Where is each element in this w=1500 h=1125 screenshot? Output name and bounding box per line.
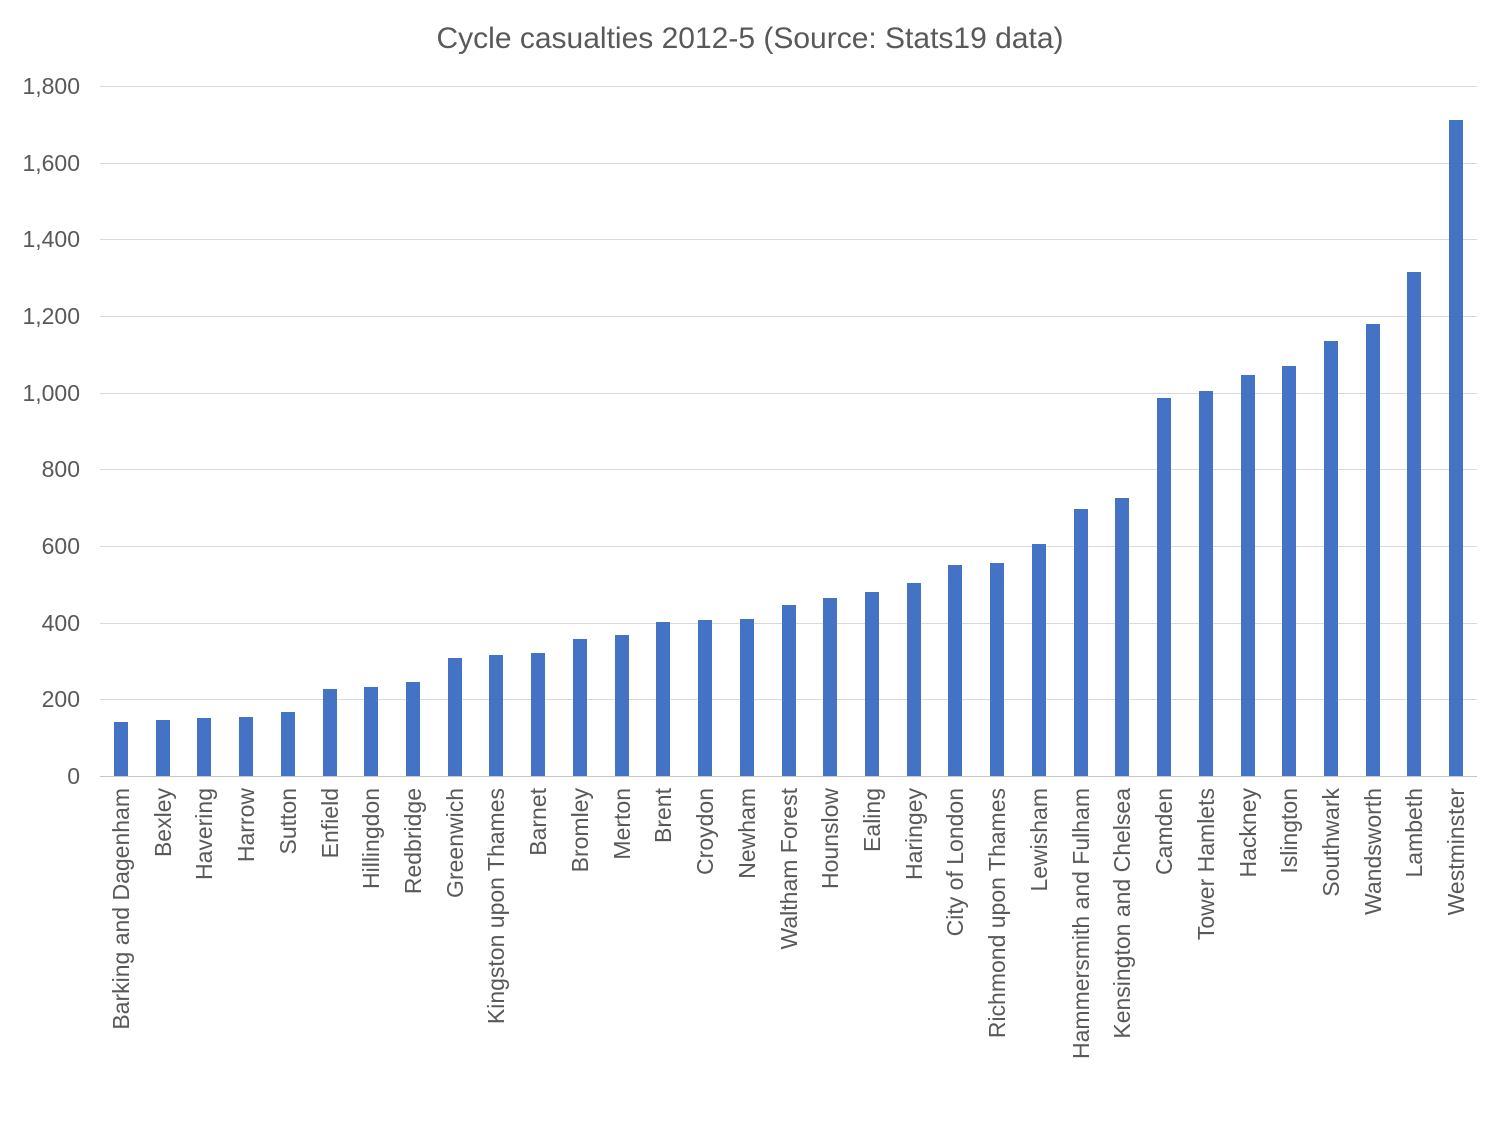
x-axis-label-brent: Brent xyxy=(650,788,677,843)
bar-camden xyxy=(1157,398,1172,776)
y-axis-tick-label: 1,800 xyxy=(22,73,80,99)
bar-bexley xyxy=(155,720,170,776)
bar-westminster xyxy=(1449,120,1464,776)
bar-haringey xyxy=(906,583,921,776)
gridline xyxy=(100,316,1477,317)
plot-area: Barking and Dagenham Bexley Havering Harrow… xyxy=(100,86,1477,1059)
x-axis-label-camden: Camden xyxy=(1151,788,1178,875)
y-axis-tick-label: 400 xyxy=(41,609,80,636)
bar-redbridge xyxy=(405,682,420,776)
y-axis-tick-label: 0 xyxy=(67,763,80,789)
x-axis-label-city-of-london: City of London xyxy=(942,788,969,937)
bar-city-of-london xyxy=(948,565,963,776)
x-axis-label-barnet: Barnet xyxy=(525,788,552,856)
gridline xyxy=(100,469,1477,471)
x-axis-label-greenwich: Greenwich xyxy=(441,788,468,898)
x-axis-label-croydon: Croydon xyxy=(692,788,719,875)
bar-hammersmith-and-fulham xyxy=(1073,509,1088,776)
x-axis-label-islington: Islington xyxy=(1276,788,1303,874)
bar-barking-and-dagenham xyxy=(113,722,128,776)
x-axis-label-enfield: Enfield xyxy=(316,788,343,859)
x-axis-label-sutton: Sutton xyxy=(274,788,301,855)
x-axis-label-hammersmith-and-fulham: Hammersmith and Fulham xyxy=(1067,788,1094,1059)
bar-richmond-upon-thames xyxy=(990,563,1005,776)
x-axis-label-hounslow: Hounslow xyxy=(817,788,844,889)
bar-greenwich xyxy=(447,658,462,776)
x-axis-label-harrow: Harrow xyxy=(233,788,260,863)
x-axis-label-richmond-upon-thames: Richmond upon Thames xyxy=(984,788,1011,1039)
bar-bromley xyxy=(572,639,587,776)
x-axis-label-westminster: Westminster xyxy=(1443,788,1470,916)
x-axis-label-lewisham: Lewisham xyxy=(1025,788,1052,892)
gridline xyxy=(100,392,1477,394)
bar-croydon xyxy=(698,620,713,776)
x-axis-label-kingston-upon-thames: Kingston upon Thames xyxy=(483,788,510,1025)
bar-merton xyxy=(614,635,629,776)
bar-harrow xyxy=(239,717,254,776)
gridline xyxy=(100,546,1477,547)
bar-barnet xyxy=(531,653,546,776)
x-axis-label-hillingdon: Hillingdon xyxy=(358,788,385,890)
bar-waltham-forest xyxy=(781,605,796,776)
bar-enfield xyxy=(322,689,337,776)
bar-sutton xyxy=(280,712,295,776)
bar-ealing xyxy=(864,592,879,776)
x-axis-label-southwark: Southwark xyxy=(1317,788,1344,897)
x-axis-label-hackney: Hackney xyxy=(1234,788,1261,878)
x-axis-label-bromley: Bromley xyxy=(566,788,593,873)
bar-lewisham xyxy=(1031,544,1046,776)
gridline xyxy=(100,86,1477,87)
x-axis-label-redbridge: Redbridge xyxy=(399,788,426,895)
bar-brent xyxy=(656,622,671,776)
x-axis-label-kensington-and-chelsea: Kensington and Chelsea xyxy=(1109,788,1136,1039)
chart-title: Cycle casualties 2012-5 (Source: Stats19… xyxy=(436,22,1064,55)
x-axis-label-ealing: Ealing xyxy=(858,788,885,852)
x-axis-label-bexley: Bexley xyxy=(149,788,176,858)
y-axis-tick-label: 800 xyxy=(41,456,80,483)
bar-havering xyxy=(197,718,212,776)
y-axis-tick-label: 1,600 xyxy=(22,149,80,176)
bar-southwark xyxy=(1323,341,1338,776)
bar-hillingdon xyxy=(364,687,379,776)
gridline xyxy=(100,239,1477,241)
y-axis-tick-label: 1,000 xyxy=(22,379,80,406)
bar-islington xyxy=(1282,366,1297,776)
x-axis-label-havering: Havering xyxy=(191,788,218,881)
x-axis-label-waltham-forest: Waltham Forest xyxy=(775,788,802,950)
x-axis-label-tower-hamlets: Tower Hamlets xyxy=(1192,788,1219,941)
y-axis-tick-label: 1,200 xyxy=(22,303,80,329)
y-axis-tick-label: 200 xyxy=(41,686,80,713)
bar-kensington-and-chelsea xyxy=(1115,498,1130,776)
bar-newham xyxy=(739,619,754,776)
x-axis-label-wandsworth: Wandsworth xyxy=(1359,788,1386,915)
x-axis-line xyxy=(100,776,1477,777)
bar-hackney xyxy=(1240,375,1255,776)
x-axis-label-newham: Newham xyxy=(733,788,760,879)
bar-tower-hamlets xyxy=(1198,391,1213,776)
x-axis-label-lambeth: Lambeth xyxy=(1401,788,1428,878)
bar-hounslow xyxy=(823,598,838,776)
gridline xyxy=(100,162,1477,164)
x-axis-label-merton: Merton xyxy=(608,788,635,860)
x-axis-label-haringey: Haringey xyxy=(900,788,927,881)
x-axis-label-barking-and-dagenham: Barking and Dagenham xyxy=(107,788,134,1030)
y-axis-tick-label: 1,400 xyxy=(22,226,80,253)
bar-kingston-upon-thames xyxy=(489,655,504,776)
bar-lambeth xyxy=(1407,272,1422,776)
y-axis-tick-label: 600 xyxy=(41,533,80,559)
bar-wandsworth xyxy=(1365,324,1380,776)
